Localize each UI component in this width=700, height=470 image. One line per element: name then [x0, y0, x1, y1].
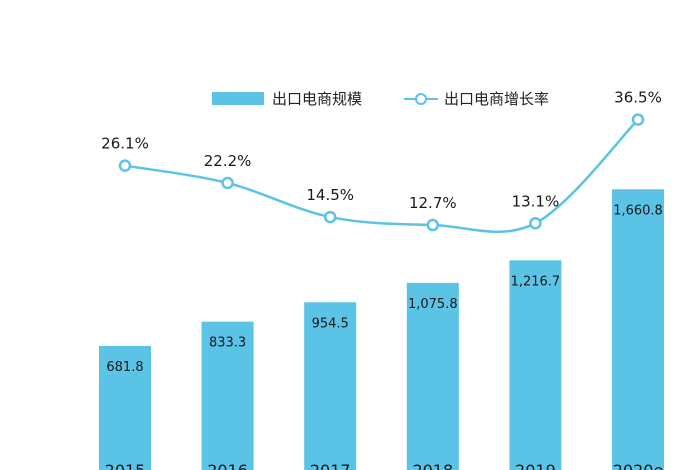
bar-value-label: 1,660.8: [613, 203, 663, 218]
growth-point-2015: [118, 159, 132, 172]
growth-point-2016: [221, 176, 234, 190]
legend-bar-label: 出口电商规模: [272, 90, 363, 108]
x-tick-label: 2019: [515, 461, 556, 470]
growth-value-label: 36.5%: [614, 89, 662, 107]
growth-value-label: 14.5%: [306, 186, 354, 204]
x-tick-label: 2017: [310, 461, 351, 470]
bar-2018: [406, 282, 459, 470]
legend: 出口电商规模 出口电商增长率: [212, 88, 591, 109]
growth-point-2019: [529, 217, 542, 230]
bar-value-label: 954.5: [312, 316, 349, 331]
x-tick-label: 2020e: [613, 461, 664, 470]
bar-value-label: 1,075.8: [408, 297, 458, 312]
growth-value-label: 13.1%: [512, 192, 560, 210]
growth-value-label: 12.7%: [409, 194, 457, 212]
growth-value-label: 22.2%: [204, 152, 252, 170]
growth-line: [124, 118, 639, 234]
growth-point-2018: [426, 218, 440, 232]
legend-item-bar: 出口电商规模: [212, 88, 362, 109]
legend-line-label: 出口电商增长率: [444, 90, 550, 108]
x-tick-label: 2016: [207, 461, 248, 470]
bar-value-label: 1,216.7: [511, 274, 561, 289]
x-tick-label: 2015: [105, 461, 146, 470]
legend-item-line: 出口电商增长率: [404, 88, 549, 109]
growth-point-2020e: [631, 113, 645, 126]
bar-2015: [99, 345, 151, 470]
legend-bar-swatch: [212, 92, 264, 105]
legend-line-swatch: [404, 92, 439, 105]
bar-value-label: 681.8: [106, 360, 143, 375]
growth-value-label: 26.1%: [101, 135, 149, 153]
bar-2019: [509, 260, 562, 470]
bar-2017: [304, 302, 357, 470]
bar-value-label: 833.3: [209, 336, 246, 351]
growth-point-2017: [323, 210, 337, 224]
bar-2020e: [612, 189, 664, 470]
x-tick-label: 2018: [412, 461, 453, 470]
bar-2016: [201, 321, 254, 470]
